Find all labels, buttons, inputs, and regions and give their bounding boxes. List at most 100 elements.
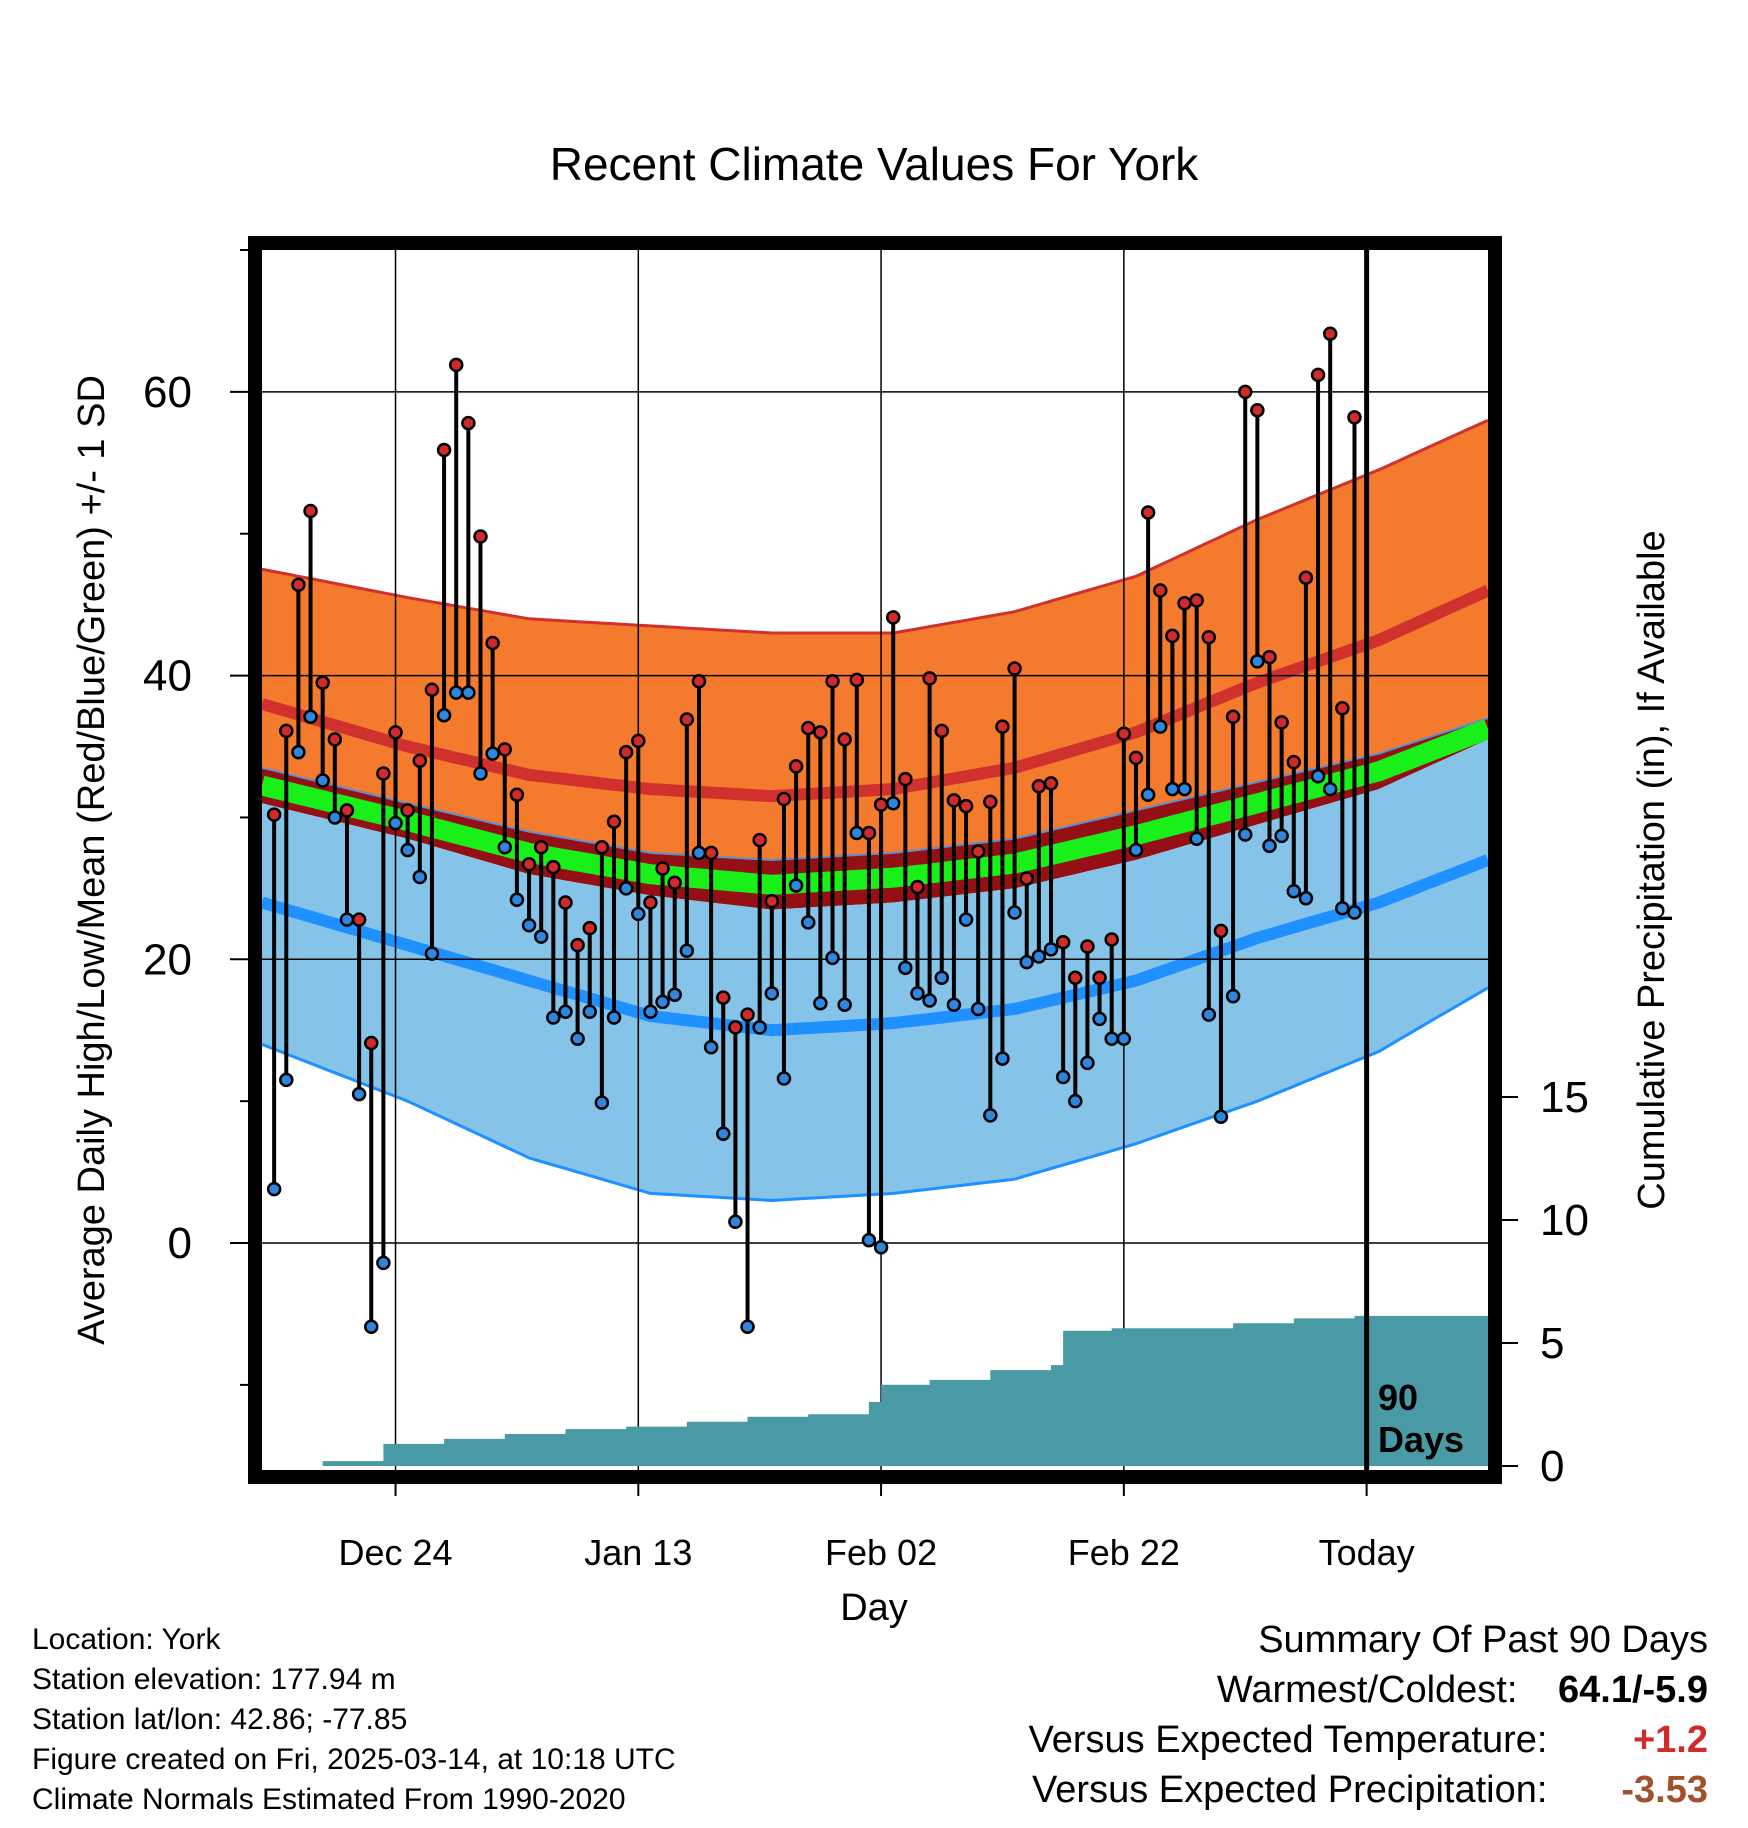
high-point [1116,726,1132,741]
high-point [691,674,707,689]
high-point [448,357,464,373]
high-point [1250,403,1265,418]
low-normal-line [262,854,1488,1037]
high-point [716,990,731,1005]
high-point [412,753,428,768]
high-point [1213,923,1229,939]
low-point [655,994,670,1010]
warm-cold-value: 64.1/-5.9 [1558,1669,1708,1711]
low-point [958,912,974,927]
low-point [788,878,804,893]
high-point [1140,505,1156,520]
high-point [436,442,452,458]
high-point [1043,776,1059,791]
low-point [424,946,440,961]
low-point [813,996,828,1011]
days-annotation-line1: 90 [1378,1377,1418,1418]
high-point [606,814,622,829]
low-point [315,773,330,788]
low-point [400,842,415,858]
low-point [533,929,549,944]
x-tick-label: Feb 02 [825,1532,937,1573]
low-point [667,987,682,1003]
y2-tick-label: 15 [1540,1073,1589,1122]
low-point [643,1004,658,1020]
low-point [351,1086,367,1102]
high-point [752,832,767,848]
low-point [1335,900,1350,916]
low-point [970,1001,986,1017]
high-point [983,794,998,810]
chart-title: Recent Climate Values For York [550,138,1200,190]
low-point [885,796,901,811]
high-point [898,771,913,787]
high-point [1335,700,1350,716]
high-point [363,1035,379,1051]
summary-panel: Summary Of Past 90 Days Warmest/Coldest:… [1029,1615,1708,1815]
low-point [1165,781,1180,797]
days-annotation-line2: Days [1378,1419,1464,1460]
high-point [970,844,986,859]
low-point [1043,942,1059,957]
high-point [376,766,391,781]
high-point [303,503,318,519]
low-point [291,744,306,760]
high-point [266,807,282,822]
low-point [436,708,452,723]
days-annotation: 90 Days [1378,1377,1464,1460]
low-point [898,960,913,976]
low-point [1031,949,1047,964]
low-point [776,1071,792,1086]
high-point [1153,583,1168,598]
low-point [582,1004,597,1020]
high-point [1322,326,1338,341]
high-point [1092,970,1107,985]
low-point [461,685,476,700]
high-point [764,893,780,909]
high-point [558,895,573,910]
low-point [1080,1055,1095,1071]
high-point [667,875,682,890]
high-point [509,787,525,802]
high-point [679,712,695,727]
high-point [497,742,513,757]
low-point [631,906,646,922]
high-point [546,859,561,875]
low-point [1250,654,1265,669]
high-point [740,1007,755,1022]
low-point [448,685,464,700]
high-point [958,798,974,814]
high-normal-line [262,585,1488,803]
high-point [1347,410,1362,425]
low-point [995,1051,1010,1066]
low-point [800,915,816,930]
high-point [461,415,476,431]
high-point [1286,754,1302,770]
y-tick-label: 0 [168,1219,192,1268]
low-point [1007,905,1022,920]
high-point [922,671,937,686]
high-point [533,839,549,855]
temp-label: Versus Expected Temperature: [1028,1719,1548,1761]
high-point [825,674,840,689]
high-point [279,723,294,739]
y-tick-label: 20 [143,935,192,984]
high-point [1177,595,1192,611]
high-point [400,803,415,818]
low-point [279,1072,294,1088]
low-point [594,1095,610,1110]
low-point [376,1255,391,1271]
low-point [983,1108,998,1123]
high-point [1262,649,1277,665]
high-point [1189,593,1204,608]
low-point [752,1020,767,1035]
y-tick-label: 60 [143,368,192,417]
high-point [351,912,367,927]
high-point [291,577,306,593]
x-tick-label: Jan 13 [584,1532,692,1573]
low-point [1322,781,1338,797]
high-point [643,895,658,910]
low-point [1213,1109,1229,1125]
low-point [1116,1031,1132,1046]
